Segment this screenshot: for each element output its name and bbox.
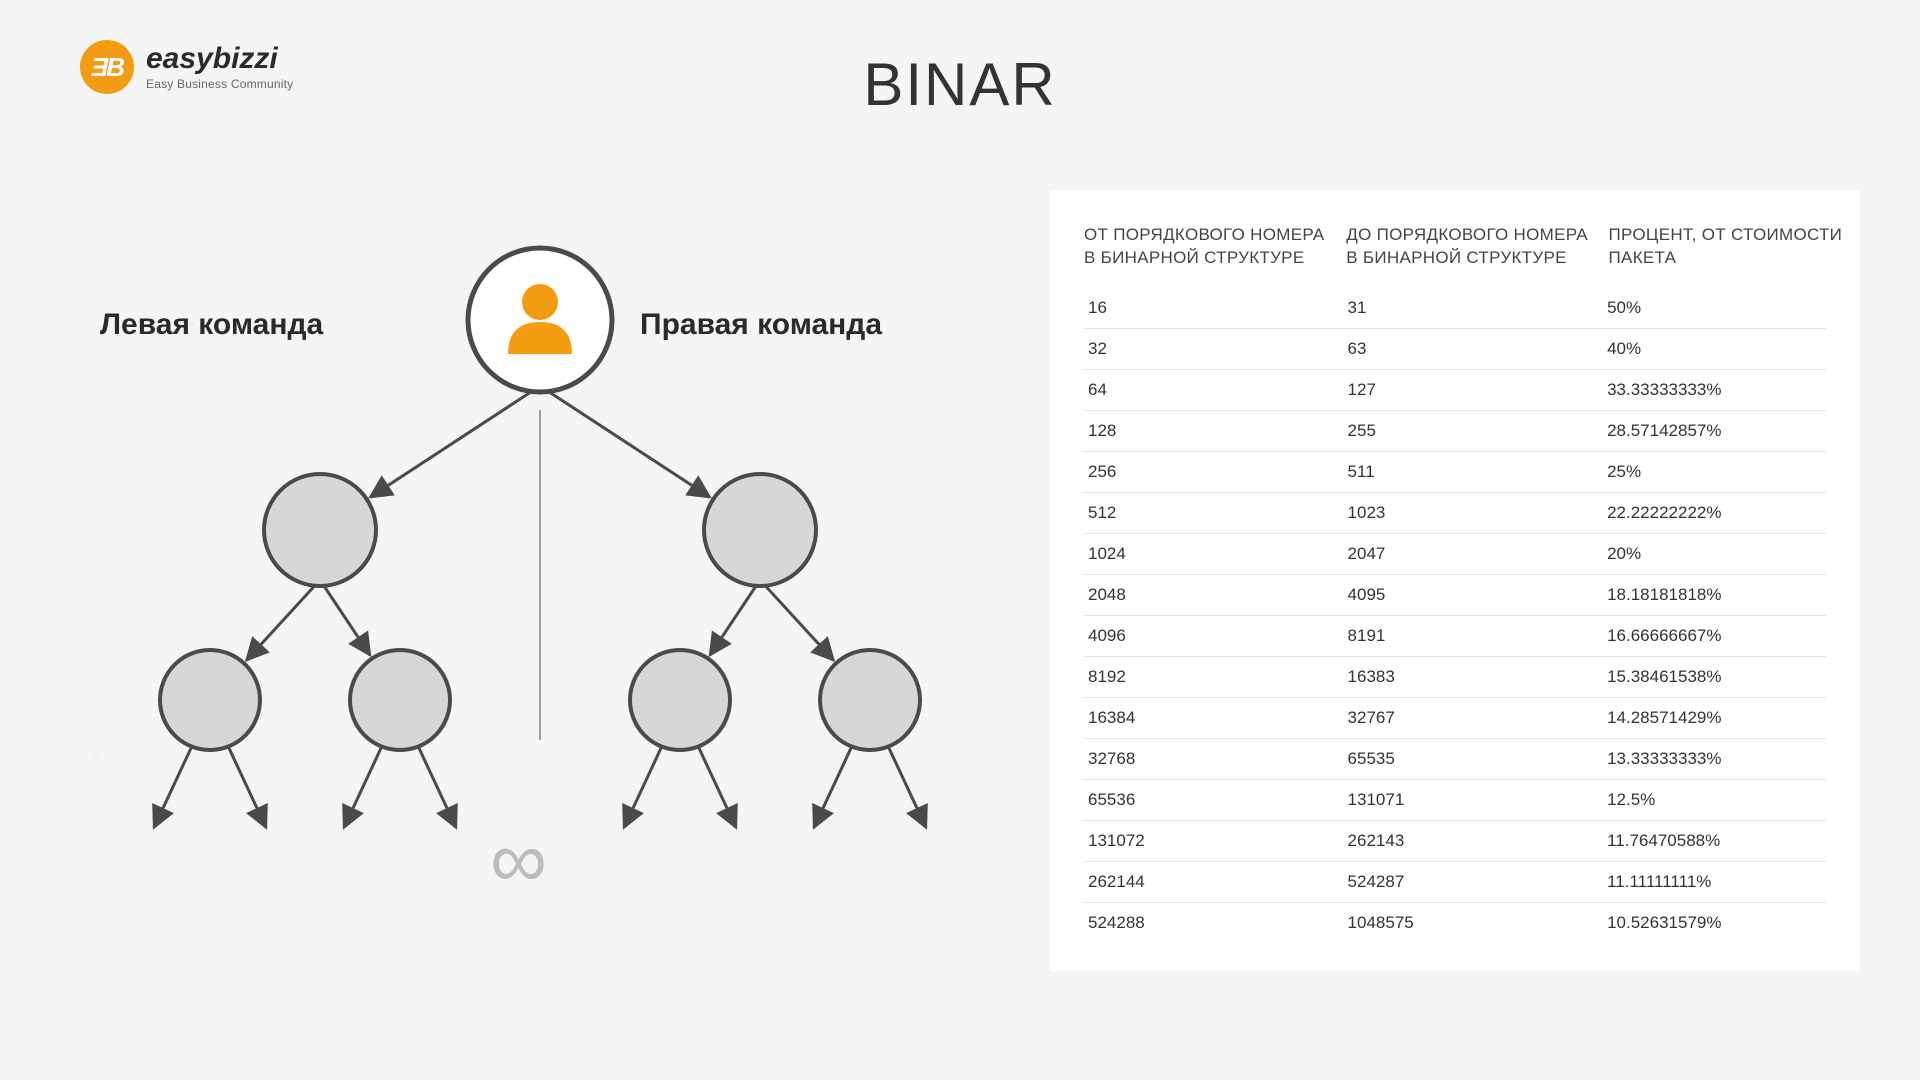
table-cell: 131071 (1348, 790, 1598, 810)
table-cell: 14.28571429% (1607, 708, 1842, 728)
table-col-header: ПРОЦЕНТ, ОТ СТОИМОСТИ ПАКЕТА (1609, 224, 1846, 270)
table-cell: 127 (1348, 380, 1598, 400)
table-col-header: ОТ ПОРЯДКОВОГО НОМЕРА В БИНАРНОЙ СТРУКТУ… (1084, 224, 1336, 270)
table-cell: 18.18181818% (1607, 585, 1842, 605)
table-row: 512102322.22222222% (1084, 493, 1826, 534)
table-cell: 33.33333333% (1607, 380, 1842, 400)
table-body: 163150%326340%6412733.33333333%12825528.… (1084, 288, 1826, 943)
table-row: 524288104857510.52631579% (1084, 903, 1826, 943)
table-cell: 12.5% (1607, 790, 1842, 810)
table-cell: 16 (1088, 298, 1338, 318)
table-cell: 128 (1088, 421, 1338, 441)
table-cell: 262144 (1088, 872, 1338, 892)
table-cell: 22.22222222% (1607, 503, 1842, 523)
table-cell: 65535 (1348, 749, 1598, 769)
table-cell: 32768 (1088, 749, 1338, 769)
infinity-icon: ∞ (490, 820, 547, 900)
table-header: ОТ ПОРЯДКОВОГО НОМЕРА В БИНАРНОЙ СТРУКТУ… (1084, 224, 1826, 270)
table-cell: 4096 (1088, 626, 1338, 646)
table-col-header: ДО ПОРЯДКОВОГО НОМЕРА В БИНАРНОЙ СТРУКТУ… (1346, 224, 1598, 270)
table-row: 2048409518.18181818% (1084, 575, 1826, 616)
table-row: 12825528.57142857% (1084, 411, 1826, 452)
table-cell: 40% (1607, 339, 1842, 359)
table-cell: 15.38461538% (1607, 667, 1842, 687)
table-cell: 131072 (1088, 831, 1338, 851)
table-cell: 512 (1088, 503, 1338, 523)
table-cell: 63 (1348, 339, 1598, 359)
table-cell: 11.11111111% (1607, 872, 1842, 892)
table-cell: 16.66666667% (1607, 626, 1842, 646)
table-cell: 16384 (1088, 708, 1338, 728)
table-cell: 20% (1607, 544, 1842, 564)
table-row: 6553613107112.5% (1084, 780, 1826, 821)
table-cell: 255 (1348, 421, 1598, 441)
table-cell: 32767 (1348, 708, 1598, 728)
table-cell: 262143 (1348, 831, 1598, 851)
table-cell: 31 (1348, 298, 1598, 318)
table-cell: 1048575 (1348, 913, 1598, 933)
binary-tree-diagram: Левая команда Правая команда ∞ (60, 180, 1020, 980)
table-cell: 28.57142857% (1607, 421, 1842, 441)
table-cell: 16383 (1348, 667, 1598, 687)
table-row: 4096819116.66666667% (1084, 616, 1826, 657)
table-cell: 10.52631579% (1607, 913, 1842, 933)
right-team-label: Правая команда (640, 308, 882, 342)
table-cell: 2048 (1088, 585, 1338, 605)
table-cell: 511 (1348, 462, 1598, 482)
table-row: 326340% (1084, 329, 1826, 370)
table-cell: 1024 (1088, 544, 1338, 564)
table-cell: 1023 (1348, 503, 1598, 523)
table-cell: 32 (1088, 339, 1338, 359)
table-row: 1024204720% (1084, 534, 1826, 575)
table-cell: 25% (1607, 462, 1842, 482)
table-row: 327686553513.33333333% (1084, 739, 1826, 780)
table-cell: 11.76470588% (1607, 831, 1842, 851)
table-cell: 65536 (1088, 790, 1338, 810)
table-row: 13107226214311.76470588% (1084, 821, 1826, 862)
table-cell: 8192 (1088, 667, 1338, 687)
table-cell: 64 (1088, 380, 1338, 400)
table-row: 163150% (1084, 288, 1826, 329)
table-row: 25651125% (1084, 452, 1826, 493)
table-cell: 2047 (1348, 544, 1598, 564)
table-cell: 8191 (1348, 626, 1598, 646)
table-cell: 524287 (1348, 872, 1598, 892)
table-cell: 256 (1088, 462, 1338, 482)
table-cell: 13.33333333% (1607, 749, 1842, 769)
table-cell: 524288 (1088, 913, 1338, 933)
table-row: 163843276714.28571429% (1084, 698, 1826, 739)
left-team-label: Левая команда (100, 308, 323, 342)
table-row: 81921638315.38461538% (1084, 657, 1826, 698)
page-title: BINAR (0, 50, 1920, 119)
table-cell: 4095 (1348, 585, 1598, 605)
table-cell: 50% (1607, 298, 1842, 318)
percent-table: ОТ ПОРЯДКОВОГО НОМЕРА В БИНАРНОЙ СТРУКТУ… (1050, 190, 1860, 971)
table-row: 6412733.33333333% (1084, 370, 1826, 411)
table-row: 26214452428711.11111111% (1084, 862, 1826, 903)
